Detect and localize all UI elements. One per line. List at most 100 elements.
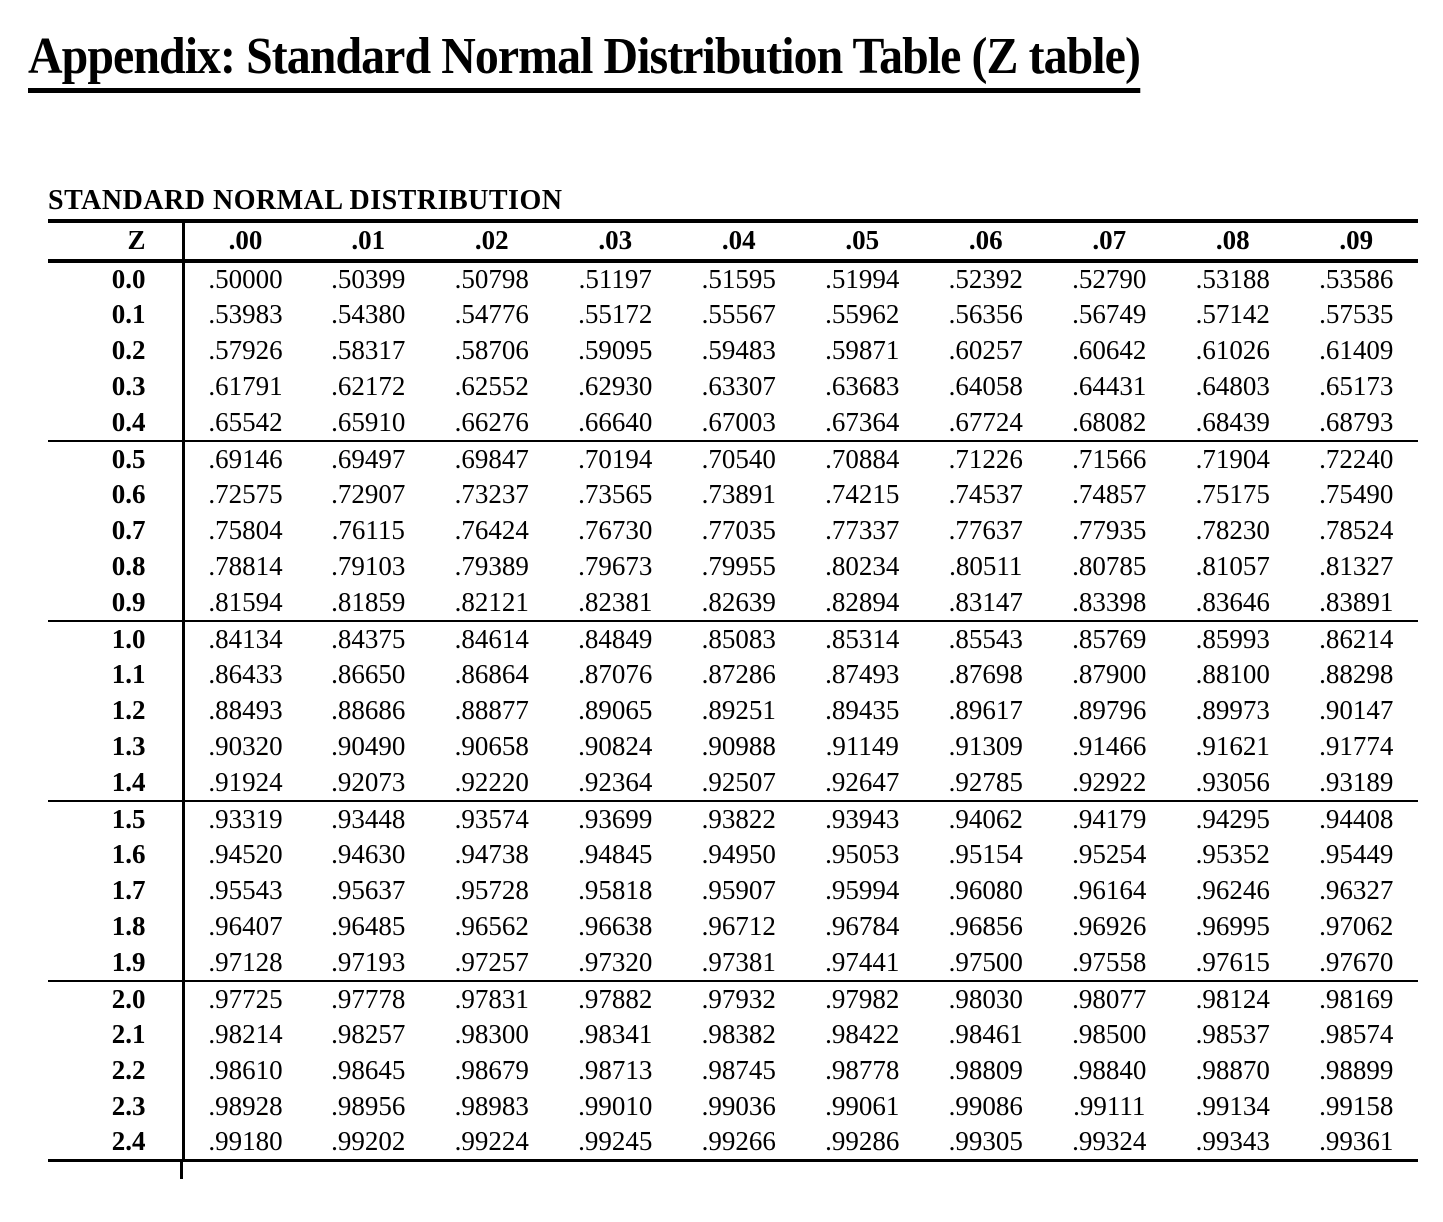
probability-cell: .79389 [454, 551, 529, 582]
probability-cell: .99361 [1319, 1126, 1394, 1157]
table-row: 1.0 .84134 .84375 .84614 .84849 .85083 .85314.… [48, 620, 1418, 657]
probability-cell: .61026 [1195, 335, 1270, 366]
probability-cell: .98870 [1195, 1055, 1270, 1086]
probability-cell: .67724 [948, 406, 1023, 437]
probability-cell: .97193 [331, 946, 406, 977]
header-row: Z .00 .01 .02 .03 .04 .05 .06 .07 .08 .09 [48, 220, 1418, 261]
probability-cell: .71904 [1195, 443, 1270, 474]
probability-cell: .95352 [1195, 839, 1270, 870]
probability-cell: .56356 [948, 299, 1023, 330]
probability-cell: .98983 [454, 1091, 529, 1122]
probability-cell: .92364 [578, 766, 653, 797]
probability-cell: .90147 [1319, 695, 1394, 726]
probability-cell: .97128 [208, 946, 283, 977]
probability-cell: .51197 [578, 264, 652, 295]
table-row: 1.4 .91924 .92073 .92220 .92364 .92507 .92647.… [48, 764, 1418, 801]
z-value-cell: 2.0 [48, 980, 185, 1017]
probability-cell: .89617 [948, 695, 1023, 726]
probability-cell: .77337 [825, 515, 900, 546]
probability-cell: .65910 [331, 406, 406, 437]
probability-cell: .68082 [1072, 406, 1147, 437]
probability-cell: .92647 [825, 766, 900, 797]
probability-cell: .98928 [208, 1091, 283, 1122]
probability-cell: .93056 [1195, 766, 1270, 797]
probability-cell: .59871 [825, 335, 900, 366]
table-row: 0.8 .78814 .79103 .79389 .79673 .79955 .80234.… [48, 548, 1418, 585]
probability-cell: .74215 [825, 479, 900, 510]
probability-cell: .93574 [454, 803, 529, 834]
probability-cell: .99266 [701, 1126, 776, 1157]
table-row: 0.3 .61791 .62172 .62552 .62930 .63307 .63683.… [48, 368, 1418, 405]
z-value-cell: 0.2 [48, 332, 185, 369]
z-value-cell: 1.3 [48, 728, 185, 765]
table-row: 1.2 .88493 .88686 .88877 .89065 .89251 .89435.… [48, 692, 1418, 729]
z-value-cell: 1.1 [48, 656, 185, 693]
probability-cell: .78814 [208, 551, 283, 582]
probability-cell: .99158 [1319, 1091, 1394, 1122]
probability-cell: .80785 [1072, 551, 1147, 582]
probability-cell: .51994 [825, 264, 900, 295]
probability-cell: .82121 [454, 586, 529, 617]
probability-cell: .90320 [208, 731, 283, 762]
z-value-cell: 0.7 [48, 512, 185, 549]
probability-cell: .84134 [208, 623, 283, 654]
probability-cell: .70540 [701, 443, 776, 474]
table-row: 1.5 .93319 .93448 .93574 .93699 .93822 .93943.… [48, 800, 1418, 837]
probability-cell: .89435 [825, 695, 900, 726]
probability-cell: .94630 [331, 839, 406, 870]
probability-cell: .96638 [578, 911, 653, 942]
probability-cell: .86650 [331, 659, 406, 690]
probability-cell: .95728 [454, 875, 529, 906]
probability-cell: .79673 [578, 551, 653, 582]
probability-cell: .95543 [208, 875, 283, 906]
probability-cell: .95053 [825, 839, 900, 870]
probability-cell: .99343 [1195, 1126, 1270, 1157]
probability-cell: .89973 [1195, 695, 1270, 726]
probability-cell: .54380 [331, 299, 406, 330]
probability-cell: .55567 [701, 299, 776, 330]
probability-cell: .99061 [825, 1091, 900, 1122]
z-value-cell: 2.1 [48, 1016, 185, 1053]
probability-cell: .96926 [1072, 911, 1147, 942]
column-header: .06 [968, 225, 1003, 256]
probability-cell: .99202 [331, 1126, 406, 1157]
probability-cell: .89251 [701, 695, 776, 726]
probability-cell: .87698 [948, 659, 1023, 690]
column-header: .02 [474, 225, 509, 256]
probability-cell: .95637 [331, 875, 406, 906]
probability-cell: .97670 [1319, 946, 1394, 977]
probability-cell: .59483 [701, 335, 776, 366]
probability-cell: .91466 [1072, 731, 1147, 762]
probability-cell: .96327 [1319, 875, 1394, 906]
probability-cell: .92922 [1072, 766, 1147, 797]
probability-cell: .99180 [208, 1126, 283, 1157]
probability-cell: .90658 [454, 731, 529, 762]
probability-cell: .97831 [454, 983, 529, 1014]
probability-cell: .94520 [208, 839, 283, 870]
probability-cell: .98809 [948, 1055, 1023, 1086]
probability-cell: .62172 [331, 371, 406, 402]
z-value-cell: 2.2 [48, 1052, 185, 1089]
probability-cell: .62552 [454, 371, 529, 402]
table-row: 0.7 .75804 .76115 .76424 .76730 .77035 .77337.… [48, 512, 1418, 549]
table-row: 0.6 .72575 .72907 .73237 .73565 .73891 .74215.… [48, 476, 1418, 513]
probability-cell: .96856 [948, 911, 1023, 942]
probability-cell: .70194 [578, 443, 653, 474]
probability-cell: .97778 [331, 983, 406, 1014]
probability-cell: .99324 [1072, 1126, 1147, 1157]
probability-cell: .80511 [949, 551, 1023, 582]
probability-cell: .79103 [331, 551, 406, 582]
probability-cell: .99245 [578, 1126, 653, 1157]
probability-cell: .94845 [578, 839, 653, 870]
table-row: 2.2 .98610 .98645 .98679 .98713 .98745 .98778.… [48, 1052, 1418, 1089]
z-value-cell: 0.5 [48, 440, 185, 477]
probability-cell: .98899 [1319, 1055, 1394, 1086]
probability-cell: .73565 [578, 479, 653, 510]
probability-cell: .57142 [1195, 299, 1270, 330]
probability-cell: .63683 [825, 371, 900, 402]
probability-cell: .91149 [825, 731, 899, 762]
probability-cell: .98169 [1319, 983, 1394, 1014]
column-header: .03 [598, 225, 633, 256]
probability-cell: .69497 [331, 443, 406, 474]
probability-cell: .99086 [948, 1091, 1023, 1122]
